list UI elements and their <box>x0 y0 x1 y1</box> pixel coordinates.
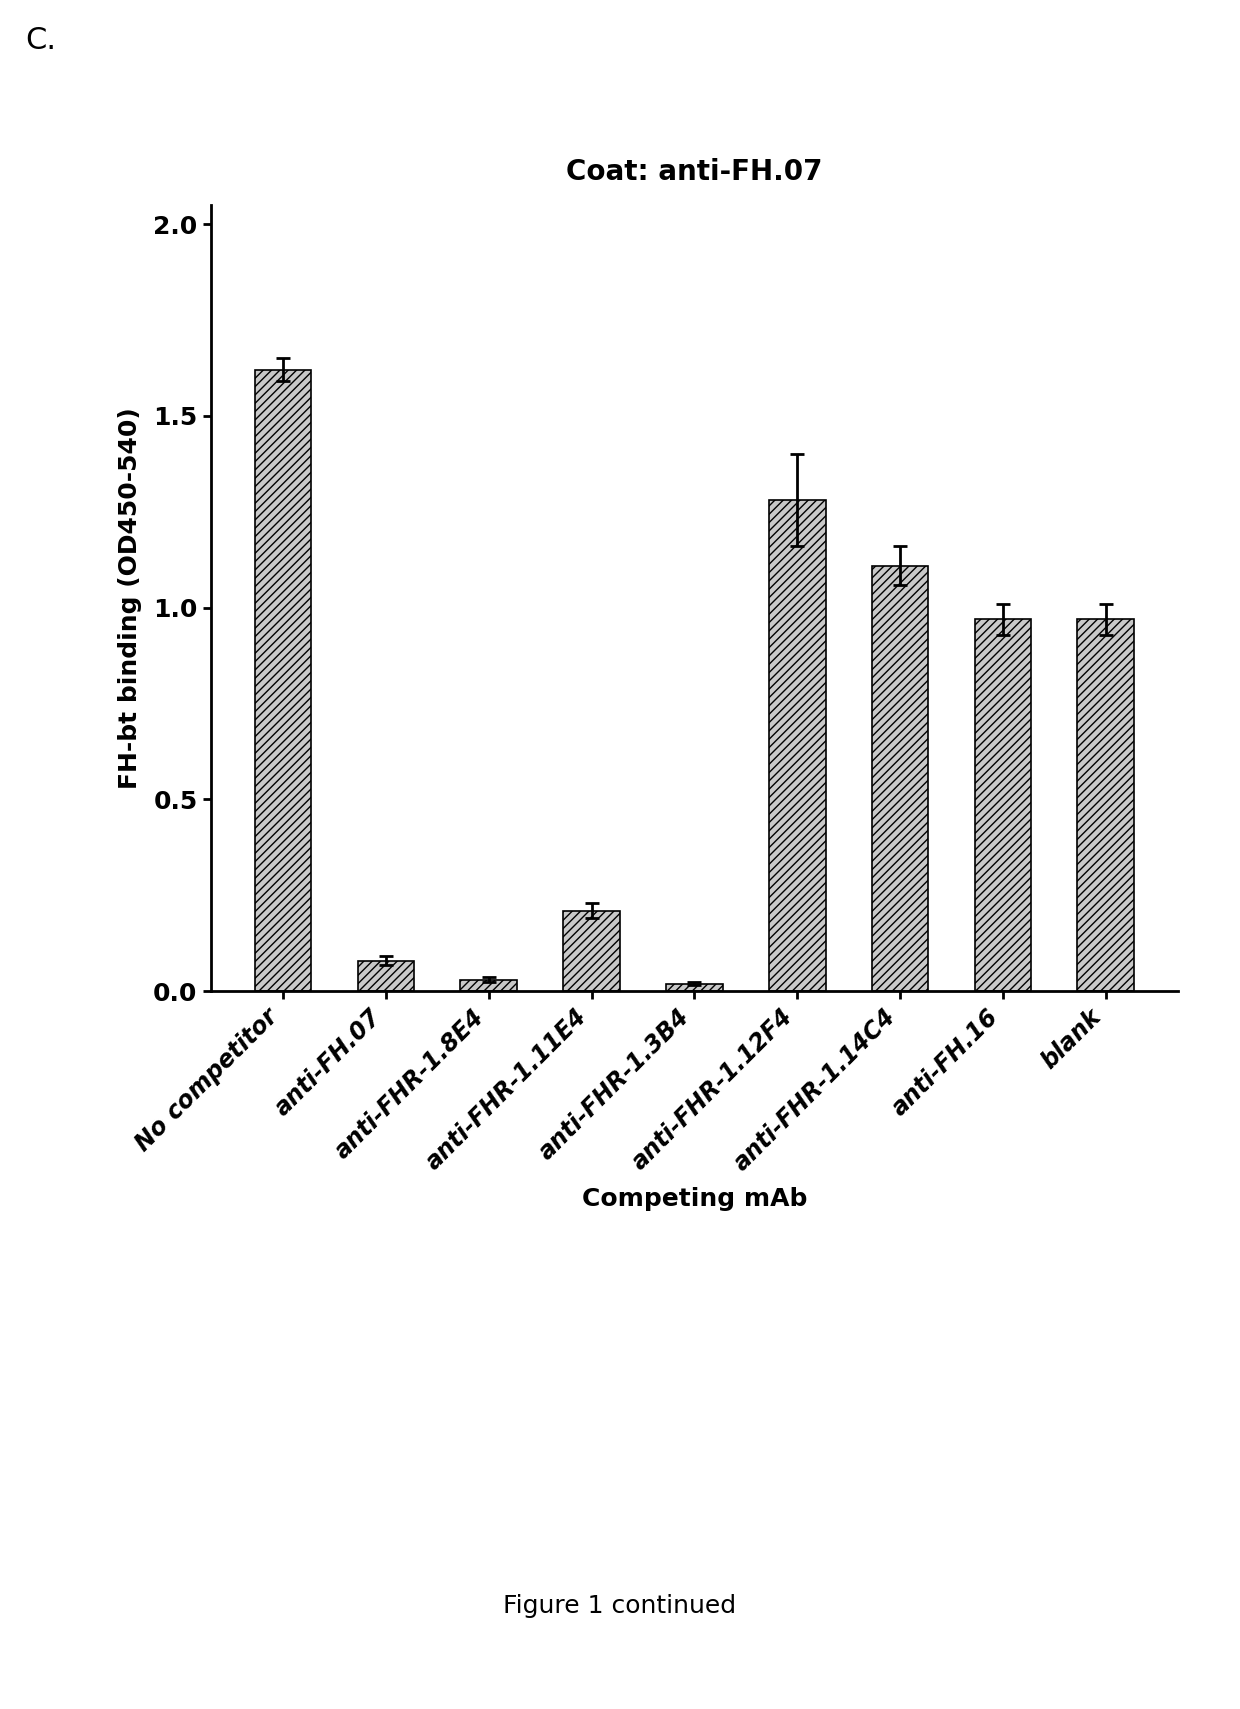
Bar <box>357 960 414 991</box>
Text: C.: C. <box>25 26 56 55</box>
Bar <box>769 501 826 991</box>
Text: Figure 1 continued: Figure 1 continued <box>503 1594 737 1618</box>
X-axis label: Competing mAb: Competing mAb <box>582 1186 807 1210</box>
Bar <box>460 979 517 991</box>
Bar <box>975 619 1032 991</box>
Bar <box>254 369 311 991</box>
Title: Coat: anti-FH.07: Coat: anti-FH.07 <box>567 157 822 186</box>
Bar <box>563 911 620 991</box>
Bar <box>872 566 929 991</box>
Bar <box>1078 619 1135 991</box>
Bar <box>666 984 723 991</box>
Y-axis label: FH-bt binding (OD450-540): FH-bt binding (OD450-540) <box>118 407 143 790</box>
